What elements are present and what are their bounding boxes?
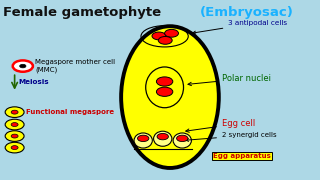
Circle shape bbox=[11, 123, 18, 127]
Circle shape bbox=[11, 110, 18, 114]
Circle shape bbox=[156, 77, 173, 86]
Text: 3 antipodal cells: 3 antipodal cells bbox=[193, 20, 287, 34]
Text: Egg apparatus: Egg apparatus bbox=[213, 153, 271, 159]
Text: 2 synergid cells: 2 synergid cells bbox=[186, 132, 276, 141]
Circle shape bbox=[11, 146, 18, 150]
Circle shape bbox=[158, 37, 172, 44]
Text: Female gametophyte: Female gametophyte bbox=[3, 6, 161, 19]
Circle shape bbox=[11, 134, 18, 138]
Ellipse shape bbox=[134, 133, 152, 148]
Ellipse shape bbox=[121, 26, 219, 168]
Text: Functional megaspore: Functional megaspore bbox=[26, 109, 115, 115]
Circle shape bbox=[152, 32, 166, 40]
Circle shape bbox=[156, 87, 173, 96]
Circle shape bbox=[164, 29, 179, 37]
Circle shape bbox=[177, 135, 188, 142]
Circle shape bbox=[5, 142, 24, 153]
Text: Egg cell: Egg cell bbox=[186, 119, 255, 132]
Ellipse shape bbox=[173, 133, 191, 148]
Ellipse shape bbox=[154, 131, 172, 146]
Circle shape bbox=[138, 135, 149, 142]
Circle shape bbox=[20, 64, 26, 68]
Circle shape bbox=[5, 119, 24, 130]
Text: Polar nuclei: Polar nuclei bbox=[188, 74, 271, 86]
Circle shape bbox=[5, 131, 24, 141]
Circle shape bbox=[5, 107, 24, 118]
Text: (Embryosac): (Embryosac) bbox=[200, 6, 294, 19]
Text: Megaspore mother cell
(MMC): Megaspore mother cell (MMC) bbox=[36, 59, 116, 73]
Circle shape bbox=[157, 133, 168, 140]
Circle shape bbox=[13, 60, 33, 72]
Text: Meiosis: Meiosis bbox=[19, 79, 49, 85]
